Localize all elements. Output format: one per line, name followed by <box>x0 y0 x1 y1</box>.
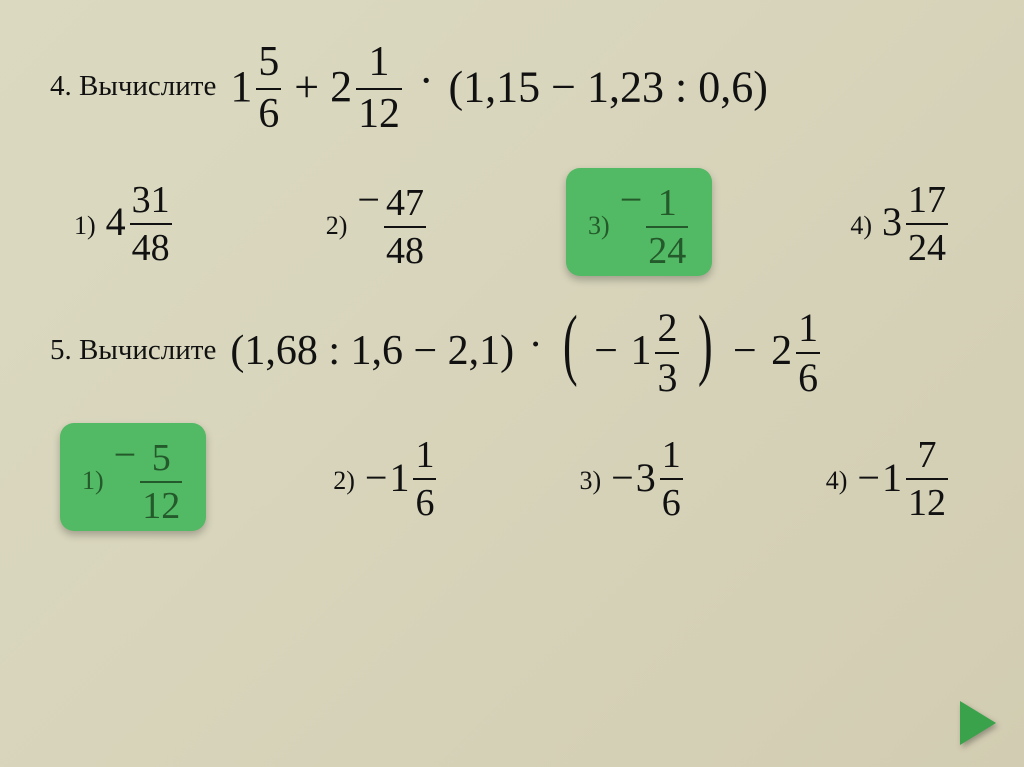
option-value: −316 <box>611 434 685 520</box>
option-index: 2) <box>326 211 348 241</box>
option-value: −4748 <box>357 176 428 268</box>
answer-option[interactable]: 1) −512 <box>60 423 206 531</box>
option-index: 1) <box>74 211 96 241</box>
option-index: 3) <box>580 466 602 496</box>
q4-expression: 1 5 6 + 2 1 12 · (1,15 − 1,23 : 0,6) <box>230 40 768 134</box>
q4-prompt: 4. Вычислите <box>50 70 216 103</box>
q5-expression: (1,68 : 1,6 − 2,1) · ( − 1 2 3 ) − 2 1 6 <box>230 306 822 396</box>
answer-option[interactable]: 4) 31724 <box>836 175 964 269</box>
option-value: 31724 <box>882 179 950 265</box>
answer-option[interactable]: 4) −1712 <box>812 430 964 524</box>
option-value: −1712 <box>857 434 950 520</box>
next-slide-button[interactable] <box>960 701 996 745</box>
option-index: 2) <box>333 466 355 496</box>
answer-option[interactable]: 2) −4748 <box>312 172 442 272</box>
option-index: 4) <box>826 466 848 496</box>
q5-prompt: 5. Вычислите <box>50 334 216 367</box>
answer-option[interactable]: 3) −124 <box>566 168 712 276</box>
answer-option[interactable]: 1) 43148 <box>60 175 188 269</box>
option-value: −124 <box>620 176 691 268</box>
option-value: 43148 <box>106 179 174 265</box>
option-value: −116 <box>365 434 439 520</box>
q4-options: 1) 43148 2) −4748 3) −124 4) 31724 <box>50 168 974 276</box>
answer-option[interactable]: 3) −316 <box>566 430 699 524</box>
option-index: 4) <box>850 211 872 241</box>
option-value: −512 <box>114 431 185 523</box>
q5-options: 1) −512 2) −116 3) −316 4) −1712 <box>50 423 974 531</box>
option-index: 1) <box>82 466 104 496</box>
answer-option[interactable]: 2) −116 <box>319 430 452 524</box>
option-index: 3) <box>588 211 610 241</box>
